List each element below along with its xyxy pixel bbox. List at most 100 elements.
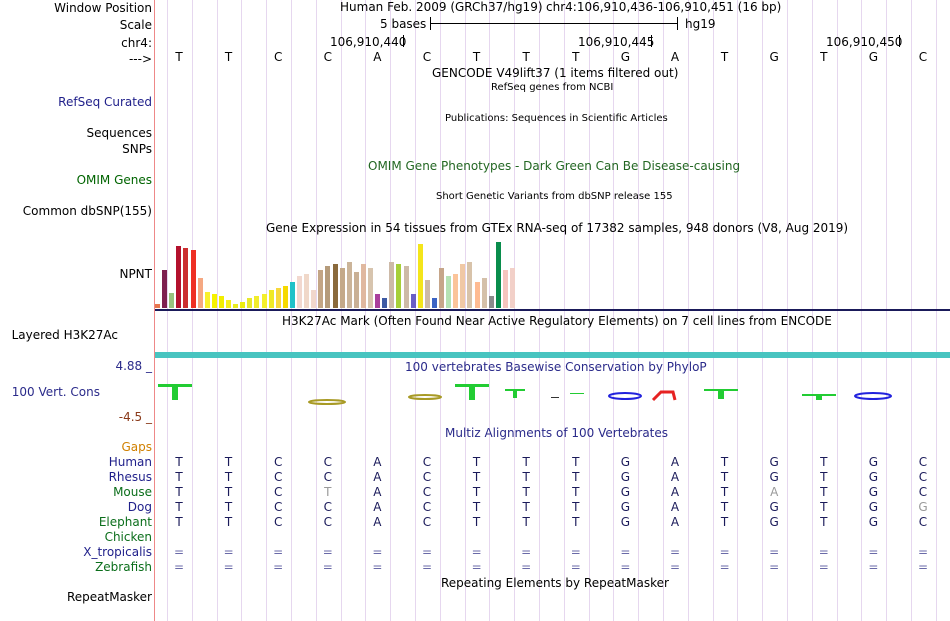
alignment-base: C (422, 470, 432, 484)
gtex-bar[interactable] (226, 300, 231, 308)
alignment-base: = (669, 560, 681, 574)
tick-mark-440 (403, 35, 404, 47)
gtex-bar[interactable] (460, 264, 466, 308)
gtex-bar[interactable] (346, 262, 352, 308)
alignment-base: T (175, 470, 183, 484)
gtex-bar[interactable] (169, 293, 175, 308)
gtex-bar-chart[interactable] (155, 236, 535, 308)
gtex-bar[interactable] (424, 280, 430, 308)
multiz-track-title[interactable]: Multiz Alignments of 100 Vertebrates (445, 426, 669, 440)
gtex-bar[interactable] (488, 296, 494, 308)
gtex-bar[interactable] (339, 268, 345, 308)
gtex-bar[interactable] (502, 270, 508, 308)
alignment-base: C (422, 515, 432, 529)
gtex-bar[interactable] (417, 244, 423, 308)
rmsk-track-title[interactable]: Repeating Elements by RepeatMasker (441, 576, 669, 590)
alignment-base: A (670, 500, 680, 514)
gaps-label[interactable]: Gaps (121, 440, 152, 454)
gtex-bar[interactable] (389, 262, 395, 308)
gtex-bar[interactable] (204, 292, 210, 308)
species-label[interactable]: Zebrafish (95, 560, 152, 574)
gtex-bar[interactable] (211, 294, 217, 308)
tick-label-450: 106,910,450 (826, 35, 903, 49)
pubs-track-title[interactable]: Publications: Sequences in Scientific Ar… (445, 113, 668, 124)
gtex-bar[interactable] (481, 278, 487, 308)
gtex-bar[interactable] (254, 296, 260, 308)
gtex-bar[interactable] (467, 262, 473, 308)
gtex-bar[interactable] (318, 270, 324, 308)
gtex-bar[interactable] (453, 274, 459, 308)
snps-label[interactable]: SNPs (122, 142, 152, 156)
h3k27ac-label[interactable]: Layered H3K27Ac (11, 328, 118, 342)
alignment-base: T (820, 485, 828, 499)
omim-label[interactable]: OMIM Genes (76, 173, 152, 187)
gtex-bar[interactable] (268, 290, 274, 308)
gtex-bar[interactable] (311, 290, 317, 308)
refseq-label[interactable]: RefSeq Curated (58, 95, 152, 109)
alignment-base: A (373, 470, 382, 484)
dbsnp-track-title[interactable]: Short Genetic Variants from dbSNP releas… (436, 191, 673, 202)
alignment-base: T (224, 470, 233, 484)
gtex-bar[interactable] (275, 288, 281, 308)
gtex-bar[interactable] (190, 250, 196, 308)
gtex-bar[interactable] (197, 278, 203, 308)
scale-bar-right-tick (677, 17, 678, 30)
species-label[interactable]: Mouse (113, 485, 152, 499)
gtex-bar[interactable] (360, 264, 366, 308)
gtex-bar[interactable] (396, 264, 402, 308)
species-label[interactable]: Rhesus (108, 470, 152, 484)
gtex-bar[interactable] (474, 282, 480, 308)
gtex-bar[interactable] (375, 294, 381, 308)
alignment-base: = (521, 560, 532, 574)
gtex-bar[interactable] (368, 268, 373, 308)
scale-label: Scale (119, 18, 152, 32)
alignment-base: C (323, 500, 332, 514)
gtex-bar[interactable] (297, 276, 302, 308)
gtex-bar[interactable] (240, 302, 246, 308)
gtex-bar[interactable] (510, 268, 515, 308)
gtex-bar[interactable] (289, 282, 295, 308)
gtex-bar[interactable] (382, 298, 388, 308)
species-label[interactable]: X_tropicalis (83, 545, 152, 559)
gtex-bar[interactable] (325, 266, 331, 308)
gtex-bar[interactable] (304, 274, 310, 308)
alignment-base: T (472, 515, 481, 529)
base-letter: C (273, 50, 283, 64)
h3k27ac-track-title[interactable]: H3K27Ac Mark (Often Found Near Active Re… (282, 314, 832, 328)
rmsk-label[interactable]: RepeatMasker (66, 590, 152, 604)
db-text: hg19 (685, 17, 716, 31)
gtex-bar[interactable] (162, 270, 168, 308)
gtex-gene-label[interactable]: NPNT (119, 267, 152, 281)
gtex-bar[interactable] (446, 276, 452, 308)
refseq-track-title[interactable]: RefSeq genes from NCBI (491, 82, 614, 93)
gtex-bar[interactable] (282, 286, 288, 308)
gtex-bar[interactable] (183, 248, 189, 308)
phylop-label[interactable]: 100 Vert. Cons (11, 385, 100, 399)
gtex-bar[interactable] (495, 242, 501, 308)
gtex-bar[interactable] (439, 268, 444, 308)
species-label[interactable]: Human (108, 455, 152, 469)
dbsnp-label[interactable]: Common dbSNP(155) (22, 204, 152, 218)
omim-track-title[interactable]: OMIM Gene Phenotypes - Dark Green Can Be… (368, 159, 741, 173)
gtex-bar[interactable] (176, 246, 182, 308)
alignment-base: = (570, 560, 581, 574)
gtex-bar[interactable] (410, 294, 416, 308)
phylop-track-title[interactable]: 100 vertebrates Basewise Conservation by… (405, 360, 707, 374)
base-letter: G (868, 50, 879, 64)
gtex-track-title[interactable]: Gene Expression in 54 tissues from GTEx … (266, 221, 849, 235)
gtex-bar[interactable] (332, 264, 338, 308)
species-label[interactable]: Elephant (98, 515, 152, 529)
species-label[interactable]: Dog (127, 500, 152, 514)
alignment-base: A (670, 515, 680, 529)
gtex-bar[interactable] (403, 266, 409, 308)
gtex-bar[interactable] (155, 304, 160, 308)
gencode-track-title[interactable]: GENCODE V49lift37 (1 items filtered out) (432, 66, 679, 80)
gtex-bar[interactable] (353, 272, 359, 308)
gtex-bar[interactable] (247, 298, 253, 308)
species-label[interactable]: Chicken (104, 530, 152, 544)
gtex-bar[interactable] (218, 296, 224, 308)
sequences-label[interactable]: Sequences (86, 126, 152, 140)
gtex-bar[interactable] (431, 298, 437, 308)
gtex-bar[interactable] (233, 304, 239, 308)
gtex-bar[interactable] (261, 294, 267, 308)
